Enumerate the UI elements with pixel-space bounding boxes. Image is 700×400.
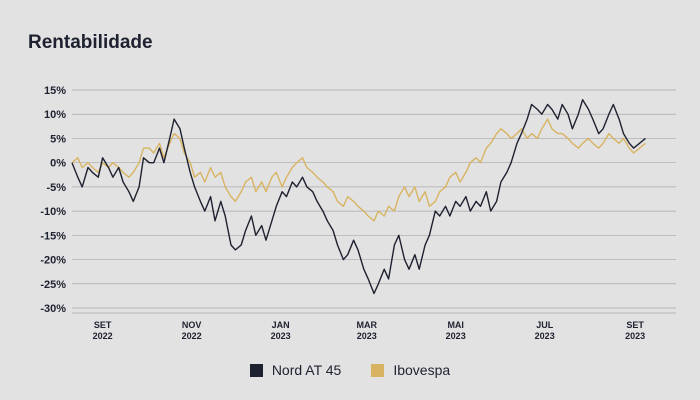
x-tick-year: 2023 xyxy=(535,331,555,341)
x-tick-month: JUL xyxy=(536,320,554,330)
x-tick-month: JAN xyxy=(272,320,290,330)
legend-label-ibovespa: Ibovespa xyxy=(393,362,451,378)
y-tick-label: -25% xyxy=(40,279,66,291)
series-lines xyxy=(71,99,646,295)
x-tick-month: SET xyxy=(94,320,112,330)
x-tick-year: 2023 xyxy=(271,331,291,341)
chart-title: Rentabilidade xyxy=(28,32,153,53)
y-axis-ticks: 15% 10% 5% 0% -5% -10% -15% -20% -25% -30% xyxy=(40,85,66,315)
y-tick-label: 10% xyxy=(44,109,66,121)
series-line-ibovespa xyxy=(71,118,646,222)
x-tick-year: 2022 xyxy=(93,331,113,341)
y-tick-label: -15% xyxy=(40,230,66,242)
series-line-nord xyxy=(71,99,646,295)
y-tick-label: -10% xyxy=(40,206,66,218)
legend-swatch-ibovespa xyxy=(371,363,385,377)
legend-swatch-nord xyxy=(249,363,263,377)
x-tick-year: 2022 xyxy=(182,331,202,341)
legend-item-ibovespa: Ibovespa xyxy=(371,362,450,378)
line-chart: 15%10%5%0%-5%-10%-15%-20%-25%-30% SET202… xyxy=(40,85,676,341)
y-tick-label: -30% xyxy=(40,303,66,315)
y-tick-label: -20% xyxy=(40,255,66,267)
legend-item-nord: Nord AT 45 xyxy=(249,362,342,378)
x-tick-month: SET xyxy=(626,320,644,330)
y-tick-label: -5% xyxy=(46,182,66,194)
x-tick-year: 2023 xyxy=(446,331,466,341)
x-tick-month: MAR xyxy=(356,320,377,330)
gridlines xyxy=(72,89,676,314)
legend: Nord AT 45 Ibovespa xyxy=(0,362,700,378)
legend-label-nord: Nord AT 45 xyxy=(271,362,342,378)
y-tick-label: 0% xyxy=(50,158,66,170)
x-tick-year: 2023 xyxy=(625,331,645,341)
y-tick-label: 5% xyxy=(50,133,66,145)
x-axis-ticks: SET2022NOV2022JAN2023MAR2023MAI2023JUL20… xyxy=(93,320,646,341)
x-tick-year: 2023 xyxy=(357,331,377,341)
x-tick-month: NOV xyxy=(182,320,202,330)
y-tick-label: 15% xyxy=(44,85,66,97)
x-tick-month: MAI xyxy=(447,320,464,330)
